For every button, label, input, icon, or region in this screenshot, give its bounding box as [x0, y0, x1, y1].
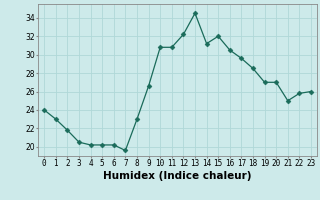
X-axis label: Humidex (Indice chaleur): Humidex (Indice chaleur) [103, 171, 252, 181]
